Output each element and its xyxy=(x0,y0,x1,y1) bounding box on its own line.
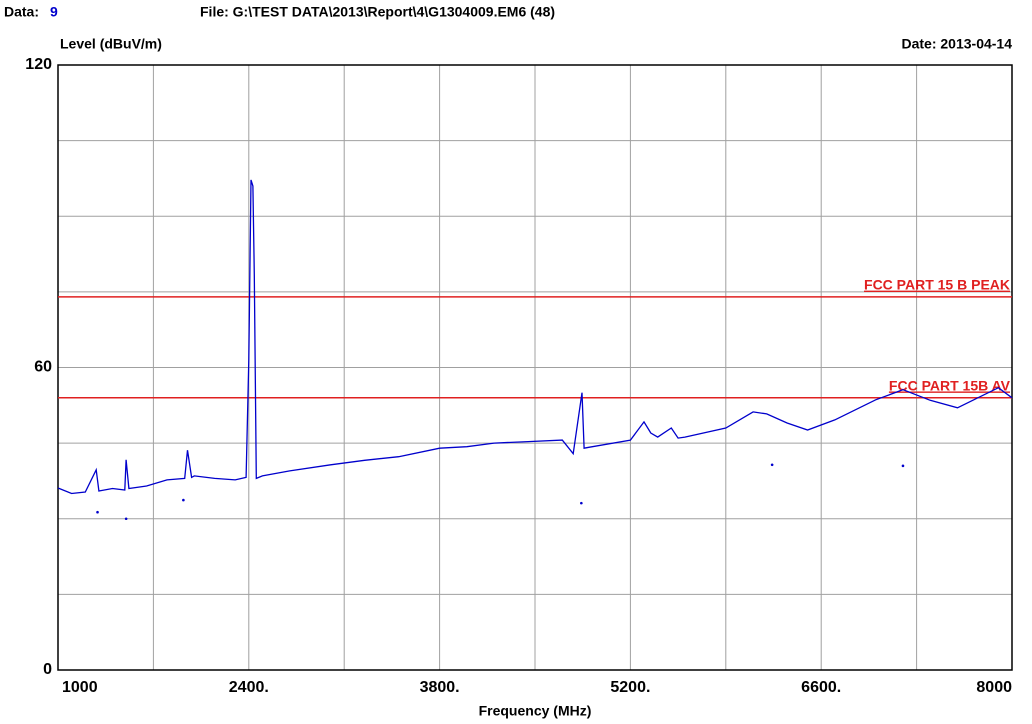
file-label: File: G:\TEST DATA\2013\Report\4\G130400… xyxy=(200,4,555,20)
point xyxy=(182,498,185,502)
y-tick-label: 0 xyxy=(43,661,52,678)
y-tick-label: 60 xyxy=(34,359,52,376)
x-tick-label: 5200. xyxy=(610,679,650,696)
x-axis-label: Frequency (MHz) xyxy=(479,703,592,719)
limit-label: FCC PART 15B AV xyxy=(889,377,1011,393)
data-label: Data: xyxy=(4,4,39,20)
y-axis-label: Level (dBuV/m) xyxy=(60,36,162,52)
trace xyxy=(57,179,1013,495)
y-tick-label: 120 xyxy=(25,56,52,73)
point xyxy=(124,517,128,521)
point xyxy=(770,463,774,467)
x-tick-label: 3800. xyxy=(420,679,460,696)
x-tick-label: 2400. xyxy=(229,679,269,696)
x-tick-label: 1000 xyxy=(62,679,98,696)
x-tick-label: 8000 xyxy=(976,679,1012,696)
point xyxy=(96,510,99,514)
data-number: 9 xyxy=(50,4,58,20)
point xyxy=(580,501,583,505)
limit-label: FCC PART 15 B PEAK xyxy=(864,277,1010,293)
plot-frame xyxy=(57,64,1013,671)
date-label: Date: 2013-04-14 xyxy=(901,36,1012,52)
point xyxy=(901,464,905,468)
x-tick-label: 6600. xyxy=(801,679,841,696)
